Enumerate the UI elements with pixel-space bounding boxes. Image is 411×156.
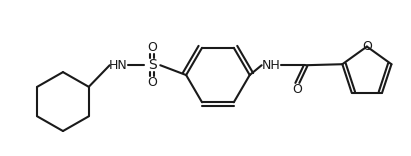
Text: HN: HN	[109, 59, 128, 72]
Text: O: O	[148, 76, 157, 89]
Text: S: S	[148, 58, 157, 72]
Text: O: O	[362, 40, 372, 53]
Text: O: O	[293, 83, 302, 96]
Text: O: O	[148, 41, 157, 54]
Text: NH: NH	[262, 59, 281, 72]
